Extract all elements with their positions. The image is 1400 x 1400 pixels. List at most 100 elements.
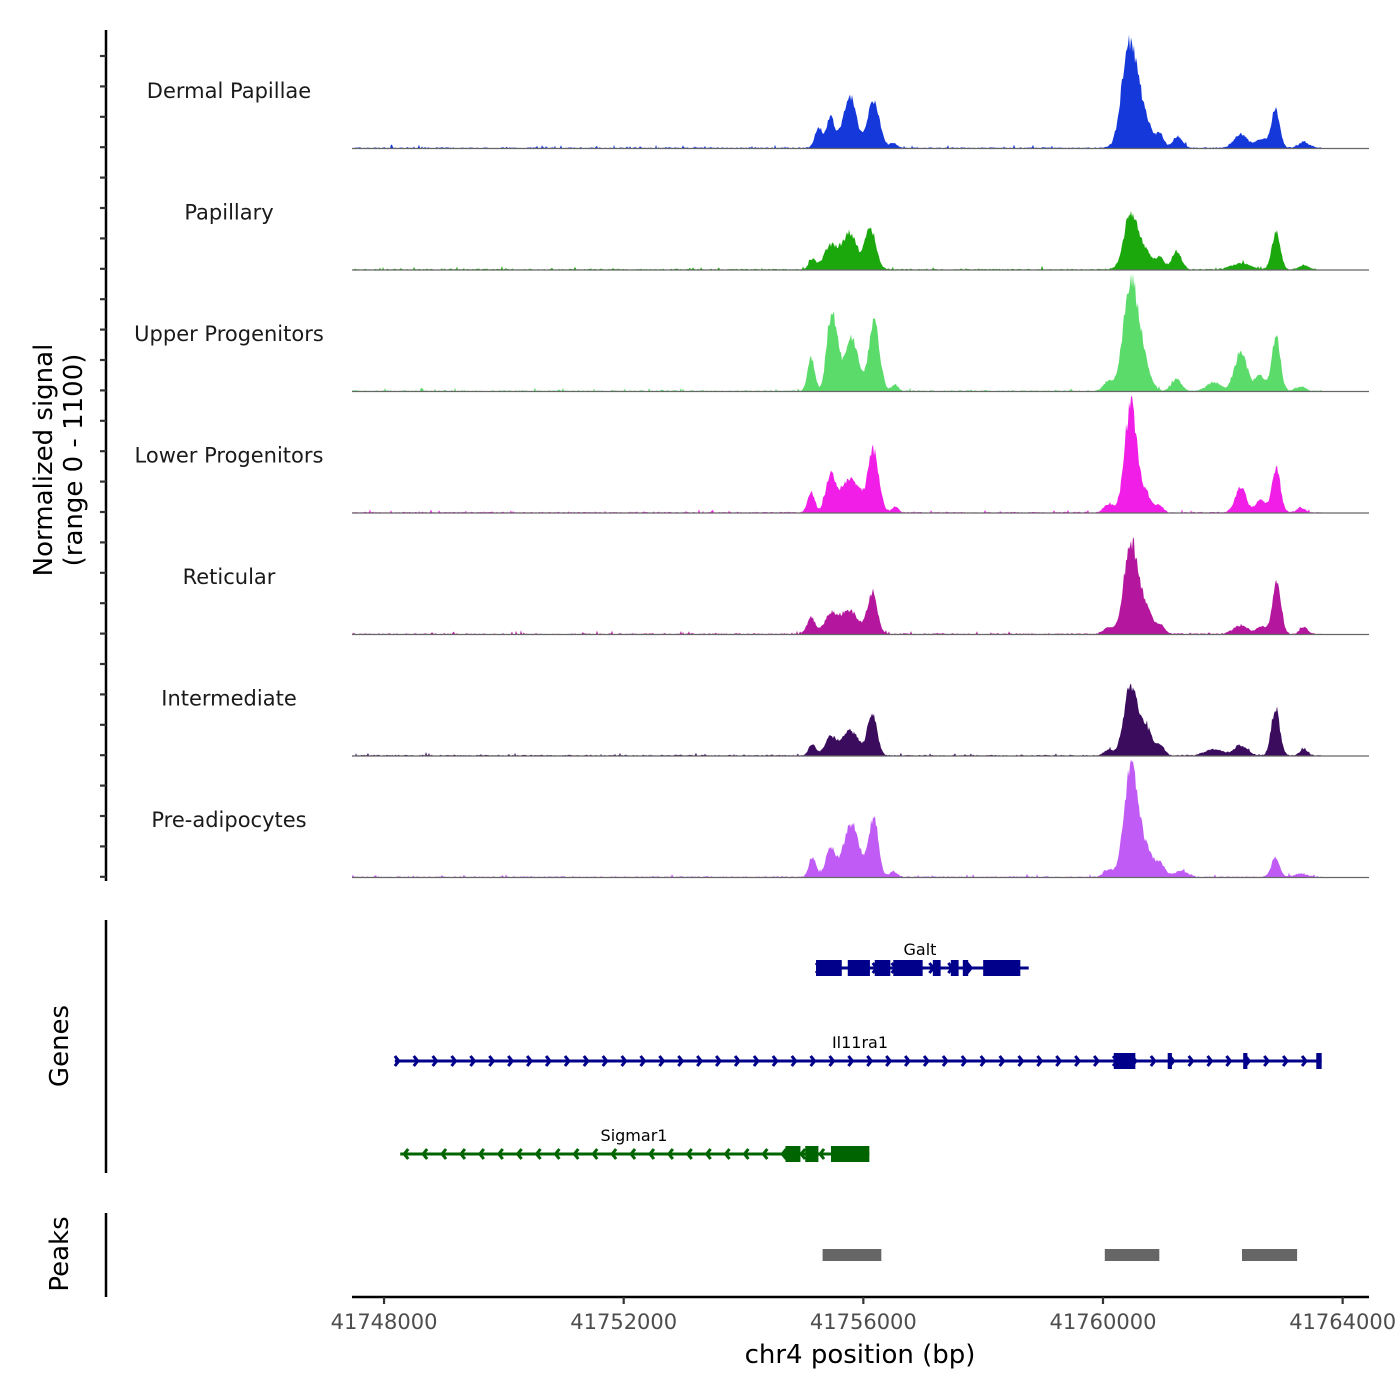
gene-label: Galt [904,940,937,959]
signal-tracks: Dermal Papillae Papillary Upper Progenitor… [134,34,1369,879]
strand-arrow-right-icon [525,1055,534,1067]
y-axis-title-line-1: Normalized signal [29,344,59,577]
strand-arrow-right-icon [1225,1055,1233,1067]
strand-arrow-right-icon [544,1055,552,1067]
genes-panel: Genes Galt Il11ra1 Sigmar1 [45,920,1322,1173]
strand-arrow-right-icon [431,1055,439,1067]
gene-exon [1167,1053,1172,1069]
strand-arrow-right-icon [1036,1055,1044,1067]
strand-arrow-right-icon [966,962,974,974]
strand-arrow-left-icon [591,1148,599,1160]
gene-il11ra1: Il11ra1 [393,1033,1322,1069]
strand-arrow-left-icon [421,1148,429,1160]
x-tick-label: 41752000 [570,1310,677,1334]
gene-exon [893,960,923,976]
y-axis-title-line-2: (range 0 - 1100) [59,354,89,567]
gene-exon [830,1146,870,1162]
strand-arrow-right-icon [979,1055,987,1067]
strand-arrow-left-icon [723,1148,731,1160]
strand-arrow-right-icon [866,1055,874,1067]
strand-arrow-left-icon [629,1148,637,1160]
x-axis: 41748000 41752000 41756000 41760000 41764000… [331,1295,1396,1370]
strand-arrow-right-icon [469,1055,477,1067]
strand-arrow-right-icon [677,1055,685,1067]
gene-exon [1113,1053,1136,1069]
track-reticular: Reticular [183,537,1369,636]
gene-models: Galt Il11ra1 Sigmar1 [393,940,1322,1162]
strand-arrow-right-icon [922,1055,930,1067]
strand-arrow-left-icon [648,1148,656,1160]
strand-arrow-right-icon [639,1055,647,1067]
strand-arrow-right-icon [960,1055,968,1067]
peaks-panel: Peaks [45,1213,1298,1297]
gene-label: Sigmar1 [601,1126,668,1145]
gene-exon [785,1146,801,1162]
strand-arrow-right-icon [507,1055,515,1067]
strand-arrow-left-icon [610,1148,618,1160]
strand-arrow-left-icon [761,1148,769,1160]
strand-arrow-left-icon [799,1148,807,1160]
strand-arrow-right-icon [809,1055,817,1067]
strand-arrow-right-icon [1092,1055,1101,1067]
signal-area [352,537,1322,635]
peak-region [1104,1249,1160,1261]
strand-arrow-left-icon [515,1148,523,1160]
strand-arrow-left-icon [818,1148,826,1160]
strand-arrow-right-icon [620,1055,628,1067]
strand-arrow-right-icon [1149,1055,1157,1067]
gene-exon [950,960,959,976]
strand-arrow-right-icon [828,1055,836,1067]
strand-arrow-right-icon [733,1055,741,1067]
strand-arrow-right-icon [885,1055,893,1067]
strand-arrow-left-icon [704,1148,712,1160]
strand-arrow-right-icon [1074,1055,1082,1067]
track-label: Reticular [183,565,276,589]
strand-arrow-right-icon [903,1055,912,1067]
strand-arrow-left-icon [666,1148,675,1160]
strand-arrow-left-icon [440,1148,448,1160]
gene-exon [1316,1053,1322,1069]
track-label: Papillary [184,201,273,225]
gene-exon [874,960,891,976]
x-tick-label: 41756000 [810,1310,917,1334]
strand-arrow-right-icon [582,1055,590,1067]
y-axis-title: Normalized signal (range 0 - 1100) [29,344,89,577]
strand-arrow-right-icon [1300,1055,1308,1067]
strand-arrow-left-icon [685,1148,693,1160]
strand-arrow-right-icon [771,1055,779,1067]
strand-arrow-right-icon [1187,1055,1195,1067]
gene-exon [816,960,842,976]
strand-arrow-left-icon [477,1148,486,1160]
strand-arrow-left-icon [553,1148,561,1160]
gene-exon [805,1146,819,1162]
strand-arrow-right-icon [393,1055,401,1067]
track-pre-adipocytes: Pre-adipocytes [151,759,1369,879]
track-label: Intermediate [161,687,297,711]
track-upper-progenitors: Upper Progenitors [134,273,1369,393]
peaks-track-label: Peaks [45,1216,75,1291]
strand-arrow-right-icon [488,1055,496,1067]
strand-arrow-right-icon [450,1055,458,1067]
strand-arrow-right-icon [941,1055,949,1067]
signal-y-axis [100,30,108,881]
signal-area [352,210,1322,270]
gene-galt: Galt [814,940,1029,976]
track-intermediate: Intermediate [161,683,1369,757]
strand-arrow-right-icon [847,1055,855,1067]
strand-arrow-right-icon [696,1055,704,1067]
signal-area [352,683,1322,756]
gene-exon [932,960,941,976]
strand-arrow-right-icon [601,1055,609,1067]
gene-label: Il11ra1 [832,1033,888,1052]
signal-y-ticks [100,54,106,878]
peak-regions [822,1249,1298,1261]
strand-arrow-right-icon [1263,1055,1271,1067]
strand-arrow-right-icon [412,1055,420,1067]
track-label: Dermal Papillae [147,79,311,103]
strand-arrow-right-icon [1206,1055,1214,1067]
signal-area [352,273,1322,392]
track-dermal-papillae: Dermal Papillae [147,34,1369,150]
strand-arrow-right-icon [998,1055,1006,1067]
strand-arrow-right-icon [752,1055,760,1067]
